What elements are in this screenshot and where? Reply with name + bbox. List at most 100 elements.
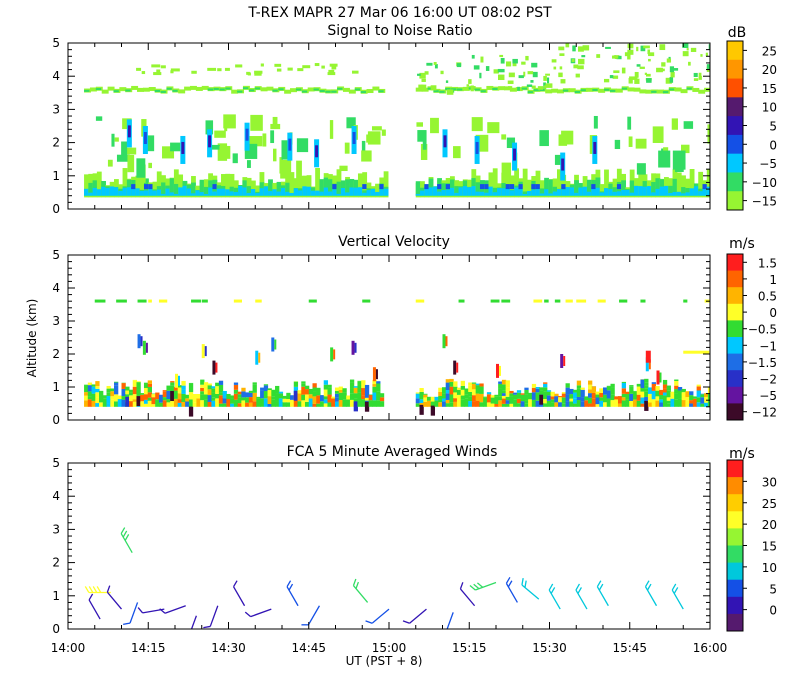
snr-cloud-cell — [592, 88, 598, 91]
snr-echo-cell — [375, 191, 380, 196]
snr-echo-cell — [668, 185, 674, 196]
snr-upper-cell — [647, 49, 651, 55]
velocity-cell — [543, 391, 548, 400]
velocity-cell — [486, 392, 492, 395]
velocity-cell — [338, 400, 343, 407]
snr-echo-cell — [84, 174, 89, 198]
velocity-cell — [640, 397, 645, 404]
velocity-cell — [591, 392, 597, 399]
velocity-cell — [603, 387, 608, 390]
snr-upper-cell — [537, 86, 544, 90]
velocity-cell — [659, 399, 664, 403]
snr-echo-cell — [638, 186, 644, 196]
velocity-cell — [233, 399, 239, 407]
velocity-cell — [655, 390, 660, 397]
colorbar-label: −15 — [752, 195, 777, 209]
snr-echo-cell — [203, 186, 209, 196]
snr-upper-cell — [706, 64, 710, 69]
snr-plume-cell — [270, 130, 275, 144]
colorbar-label: 0.5 — [758, 290, 777, 304]
snr-plume-core — [245, 128, 249, 141]
snr-upper-cell — [507, 80, 514, 84]
velocity-cell — [327, 402, 332, 407]
snr-cloud-cell — [580, 89, 586, 92]
velocity-cell — [237, 394, 242, 398]
velocity-cell — [136, 389, 141, 397]
snr-echo-cell — [445, 183, 451, 196]
snr-echo-cell — [432, 186, 438, 196]
colorbar-swatch — [727, 303, 743, 321]
snr-upper-cell — [581, 55, 586, 58]
snr-cloud-cell — [360, 91, 366, 94]
snr-cloud-cell — [107, 86, 115, 91]
velocity-cell — [479, 393, 484, 403]
velocity-cell — [415, 403, 421, 407]
snr-cloud-cell — [551, 88, 559, 93]
snr-plume-core — [208, 135, 212, 148]
velocity-cell — [207, 383, 212, 386]
velocity-cell — [218, 380, 224, 385]
velocity-cell — [173, 387, 179, 391]
velocity-cell — [170, 400, 175, 407]
snr-upper-cell — [525, 55, 529, 61]
y-tick-label: 2 — [52, 347, 60, 361]
velocity-cell — [475, 400, 480, 407]
velocity-cell — [211, 392, 216, 398]
snr-upper-cell — [506, 61, 512, 67]
snr-upper-cell — [433, 61, 437, 65]
snr-upper-cell — [634, 78, 640, 84]
velocity-cell — [543, 399, 548, 404]
snr-echo-cell — [306, 175, 312, 198]
velocity-cell — [263, 391, 269, 399]
velocity-cell — [84, 384, 89, 386]
snr-echo-cell — [118, 190, 124, 196]
velocity-cell — [349, 379, 355, 383]
snr-upper-cell — [456, 63, 462, 68]
snr-upper-cell — [709, 73, 710, 79]
velocity-cell — [441, 393, 447, 399]
velocity-cell — [453, 386, 458, 393]
velocity-plume — [656, 370, 660, 385]
snr-echo-cell — [693, 186, 699, 196]
snr-echo-cell — [591, 184, 597, 190]
snr-upper-cell — [665, 77, 672, 84]
velocity-cell — [520, 393, 525, 395]
snr-echo-cell — [233, 192, 239, 196]
wind-barb — [123, 602, 139, 625]
velocity-cell — [438, 399, 443, 403]
snr-plume-cell — [635, 138, 647, 149]
snr-plume-cell — [246, 160, 251, 168]
velocity-cell — [423, 397, 428, 402]
velocity-cell — [215, 393, 220, 399]
x-tick-label: 14:30 — [211, 641, 246, 655]
velocity-cell — [334, 387, 340, 391]
snr-upper-cell — [327, 72, 336, 76]
velocity-cell — [379, 393, 385, 398]
snr-cloud-cell — [272, 89, 278, 92]
snr-echo-cell — [165, 188, 171, 196]
velocity-cell — [95, 397, 100, 404]
velocity-cell — [128, 395, 134, 402]
velocity-cell — [237, 403, 242, 407]
velocity-cell — [475, 393, 480, 401]
velocity-plume — [453, 360, 457, 375]
velocity-cell — [200, 379, 205, 385]
velocity-cell — [471, 389, 477, 396]
velocity-cell — [453, 381, 458, 384]
velocity-cell — [203, 399, 209, 407]
velocity-plume — [258, 352, 261, 363]
snr-upper-cell — [523, 71, 526, 77]
velocity-cell — [471, 383, 477, 390]
velocity-plume — [456, 362, 459, 373]
snr-echo-cell — [552, 186, 558, 196]
velocity-cell — [647, 402, 653, 407]
snr-cloud-cell — [604, 88, 610, 91]
velocity-cell — [524, 387, 529, 391]
velocity-cell — [415, 393, 421, 399]
x-tick-label: 15:15 — [452, 641, 487, 655]
snr-upper-cell — [532, 71, 538, 78]
snr-plume-cell — [672, 150, 686, 170]
velocity-cell — [110, 388, 115, 392]
velocity-cell — [316, 387, 321, 396]
velocity-cell — [419, 388, 424, 392]
